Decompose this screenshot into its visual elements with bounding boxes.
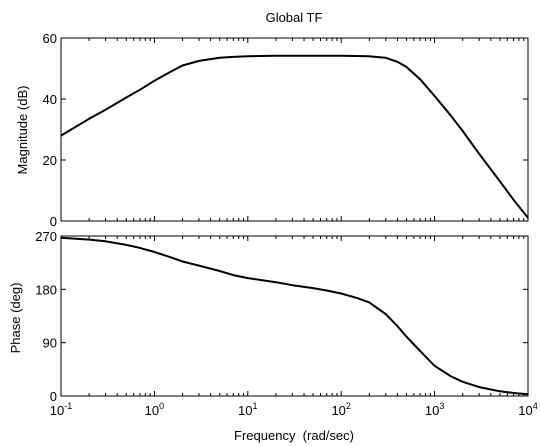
y-tick-label: 40 (43, 92, 57, 107)
x-tick-label: 100 (145, 401, 164, 418)
axes-box (60, 235, 529, 397)
magnitude-axis-label: Magnitude (dB) (15, 86, 30, 175)
y-tick-label: 90 (43, 336, 57, 351)
x-tick-label: 102 (331, 401, 350, 418)
y-tick-label: 60 (43, 31, 57, 46)
y-tick-label: 0 (50, 389, 57, 404)
x-tick-label: 101 (238, 401, 257, 418)
x-tick-label: 10-1 (50, 401, 72, 418)
x-tick-label: 104 (518, 401, 537, 418)
phase-panel: 0 90 180 270 10-1 100 101 102 103 104 (35, 229, 537, 418)
chart-title: Global TF (266, 10, 323, 25)
y-tick-label: 270 (35, 229, 57, 244)
magnitude-curve (60, 54, 529, 219)
phase-curve (60, 236, 529, 396)
y-tick-label: 180 (35, 282, 57, 297)
frequency-axis-label: Frequency (rad/sec) (234, 428, 354, 443)
y-tick-label: 0 (50, 214, 57, 229)
phase-axis-label: Phase (deg) (8, 283, 23, 354)
x-tick-label: 103 (425, 401, 444, 418)
magnitude-panel: 0 20 40 60 (43, 31, 529, 229)
y-tick-label: 20 (43, 153, 57, 168)
axes-box (60, 37, 529, 222)
